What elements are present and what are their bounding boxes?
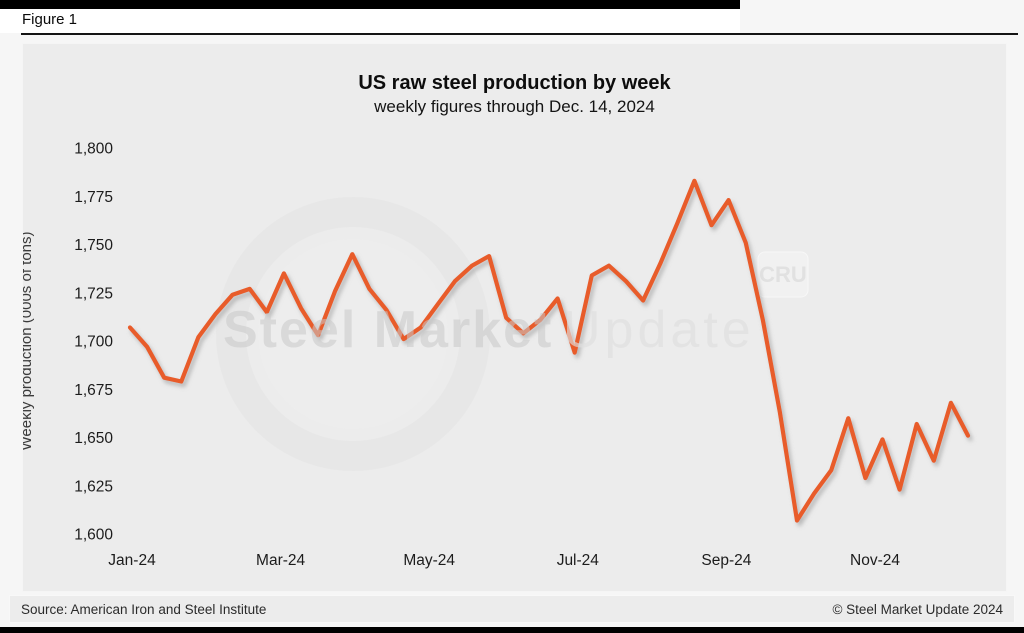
y-tick-label: 1,725 <box>74 285 113 302</box>
y-tick-label: 1,800 <box>74 141 113 158</box>
figure-label: Figure 1 <box>22 11 78 28</box>
x-tick-label: Jul-24 <box>557 552 600 569</box>
bottom-black-bar <box>0 627 1024 633</box>
y-tick-label: 1,625 <box>74 478 113 495</box>
y-tick-label: 1,675 <box>74 382 113 399</box>
x-tick-labels: Jan-24 Mar-24 May-24 Jul-24 Sep-24 Nov-24 <box>108 552 900 569</box>
watermark-ring <box>216 197 490 471</box>
top-black-bar <box>0 0 740 9</box>
source-note: Source: American Iron and Steel Institut… <box>21 601 267 617</box>
figure-header-strip <box>0 9 740 33</box>
x-tick-label: Jan-24 <box>108 552 156 569</box>
x-tick-label: Sep-24 <box>701 552 751 569</box>
chart-title: US raw steel production by week <box>358 72 671 94</box>
copyright-note: © Steel Market Update 2024 <box>832 601 1003 617</box>
chart-subtitle: weekly figures through Dec. 14, 2024 <box>374 97 655 116</box>
y-tick-label: 1,650 <box>74 430 113 447</box>
header-rule <box>21 33 1018 35</box>
production-line <box>127 178 971 523</box>
cru-watermark-text: CRU <box>759 262 807 287</box>
x-tick-label: Mar-24 <box>256 552 305 569</box>
y-tick-label: 1,600 <box>74 527 113 544</box>
y-tick-label: 1,700 <box>74 334 113 351</box>
y-tick-label: 1,775 <box>74 189 113 206</box>
chart-panel: US raw steel production by week weekly f… <box>22 43 1007 592</box>
watermark-text-update: Update <box>563 301 755 359</box>
x-tick-label: Nov-24 <box>850 552 900 569</box>
footer-bar: Source: American Iron and Steel Institut… <box>9 595 1015 623</box>
chart-svg: CRU Steel Market Update Weekly productio… <box>23 141 971 569</box>
watermark-ring-inner <box>258 239 448 429</box>
y-axis-title: Weekly production (000s of tons) <box>23 231 35 450</box>
x-tick-label: May-24 <box>403 552 455 569</box>
watermark-text-steel-market: Steel Market <box>223 301 553 359</box>
cru-watermark: CRU <box>757 251 809 298</box>
y-tick-label: 1,750 <box>74 237 113 254</box>
y-tick-labels: 1,600 1,625 1,650 1,675 1,700 1,725 1,750 1,775… <box>74 141 113 544</box>
